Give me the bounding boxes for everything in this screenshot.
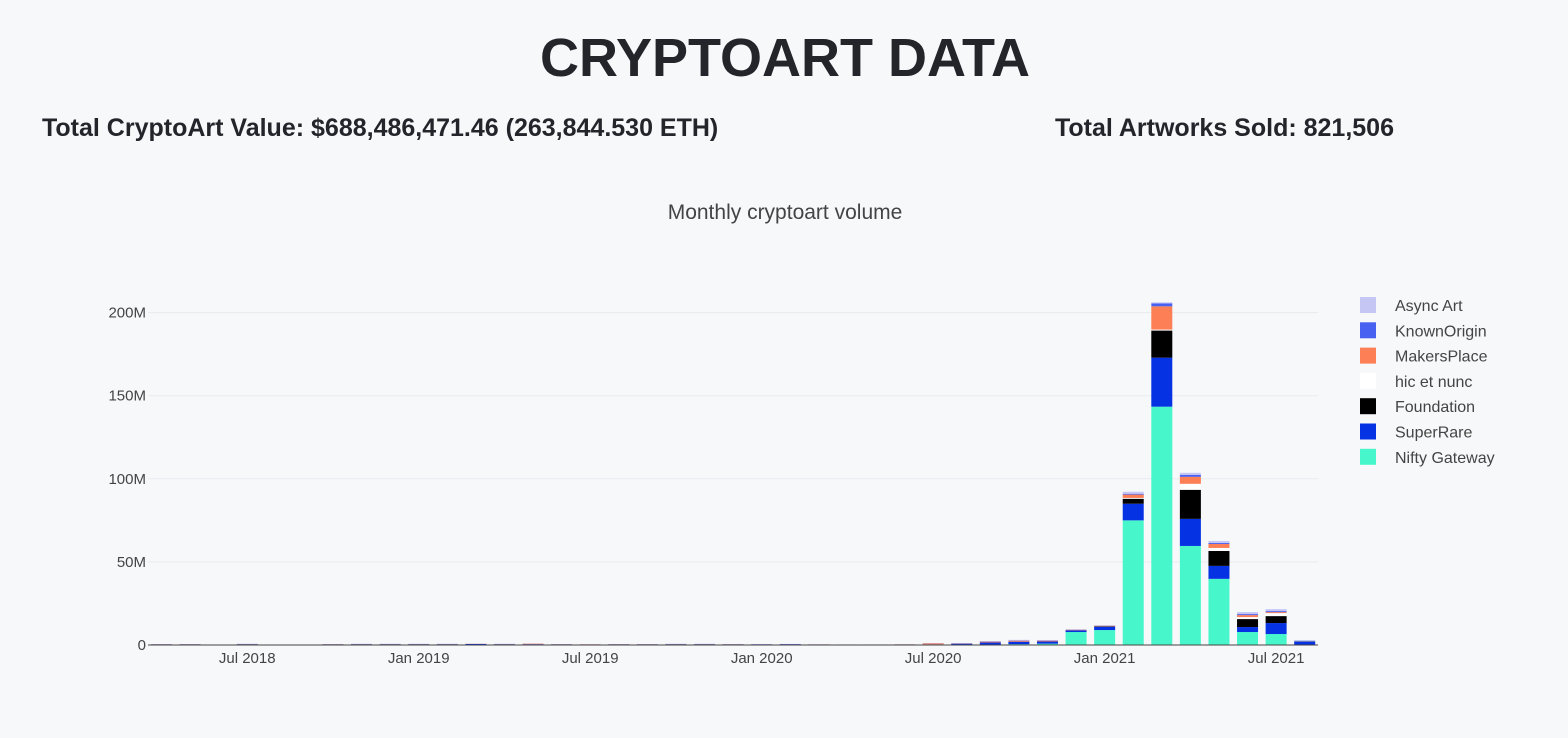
bar-segment [1094, 630, 1116, 645]
bar-segment [1122, 493, 1144, 495]
legend-swatch [1360, 372, 1376, 389]
y-tick-label: 50M [117, 554, 146, 571]
x-tick-label: Jan 2021 [1074, 650, 1136, 667]
bar-segment [1265, 609, 1287, 612]
bar-segment [1179, 472, 1201, 475]
bar-segment [1208, 578, 1230, 645]
bar-segment [1122, 503, 1144, 521]
bar-segment [1122, 494, 1144, 498]
bar-segment [1008, 641, 1030, 645]
bar-segment [1065, 632, 1087, 645]
bar-segment [1036, 641, 1058, 644]
bar-segment [1265, 612, 1287, 614]
bar-segment [1094, 626, 1116, 631]
legend-label: MakersPlace [1395, 349, 1488, 366]
bar-segment [1151, 330, 1173, 358]
bar-segment [1237, 615, 1259, 618]
x-tick-label: Jan 2019 [388, 650, 450, 667]
total-value: Total CryptoArt Value: $688,486,471.46 (… [42, 114, 718, 142]
bar-segment [1122, 497, 1144, 499]
y-tick-label: 0 [138, 637, 146, 654]
bar-segment [1237, 619, 1259, 628]
bar-segment [1208, 540, 1230, 543]
bar-segment [1151, 302, 1173, 304]
legend-swatch [1360, 322, 1376, 339]
bar-segment [1265, 634, 1287, 645]
bar-segment [951, 643, 973, 645]
bar-segment [1208, 550, 1230, 566]
bar-segment [1265, 616, 1287, 624]
x-tick-label: Jul 2018 [219, 650, 276, 667]
x-tick-label: Jul 2021 [1248, 650, 1305, 667]
bar-segment [1265, 611, 1287, 613]
bar-segment [1265, 613, 1287, 617]
bar-segment [1179, 474, 1201, 477]
bar-segment [1237, 617, 1259, 620]
bar-segment [1208, 547, 1230, 551]
legend-swatch [1360, 297, 1376, 313]
x-tick-label: Jul 2019 [562, 650, 619, 667]
bar-segment [1008, 640, 1030, 642]
y-tick-label: 200M [108, 305, 146, 322]
legend-swatch [1360, 347, 1376, 364]
bar-segment [1294, 641, 1316, 645]
bar-segment [1151, 329, 1173, 331]
bar-segment [922, 643, 944, 645]
bar-segment [1122, 498, 1144, 504]
bar-segment [1237, 627, 1259, 633]
total-sold: Total Artworks Sold: 821,506 [1055, 114, 1394, 142]
bar-segment [1237, 614, 1259, 616]
legend-label: Nifty Gateway [1395, 450, 1495, 467]
y-tick-label: 100M [108, 471, 146, 488]
page-title: CRYPTOART DATA [540, 28, 1030, 88]
legend-label: hic et nunc [1395, 374, 1472, 391]
bar-segment [1151, 303, 1173, 307]
bar-segment [1122, 520, 1144, 645]
bar-segment [1237, 632, 1259, 645]
bar-segment [1151, 357, 1173, 407]
bar-segment [1151, 406, 1173, 645]
bar-segment [1265, 623, 1287, 635]
chart-title: Monthly cryptoart volume [668, 201, 903, 224]
bar-segment [1208, 542, 1230, 544]
bar-segment [1036, 640, 1058, 642]
bar-segment [1208, 565, 1230, 579]
legend-swatch [1360, 448, 1376, 465]
legend-label: Foundation [1395, 399, 1475, 416]
bar-segment [1036, 643, 1058, 645]
bar-segment [1122, 491, 1144, 494]
bar-segment [1179, 476, 1201, 484]
legend-label: SuperRare [1395, 425, 1472, 442]
bar-segment [1208, 543, 1230, 548]
bar-segment [1151, 306, 1173, 330]
legend-label: Async Art [1395, 298, 1463, 315]
bar-segment [1179, 483, 1201, 490]
bar-segment [1179, 518, 1201, 546]
bar-segment [979, 641, 1001, 643]
bar-segment [1237, 612, 1259, 615]
bar-segment [1179, 489, 1201, 519]
bar-segment [1179, 545, 1201, 645]
y-tick-label: 150M [108, 388, 146, 405]
legend-swatch [1360, 423, 1376, 440]
x-tick-label: Jul 2020 [905, 650, 962, 667]
bar-segment [1065, 630, 1087, 633]
bar-segment [979, 642, 1001, 645]
x-tick-label: Jan 2020 [731, 650, 793, 667]
legend-label: KnownOrigin [1395, 323, 1487, 340]
legend-swatch [1360, 398, 1376, 415]
